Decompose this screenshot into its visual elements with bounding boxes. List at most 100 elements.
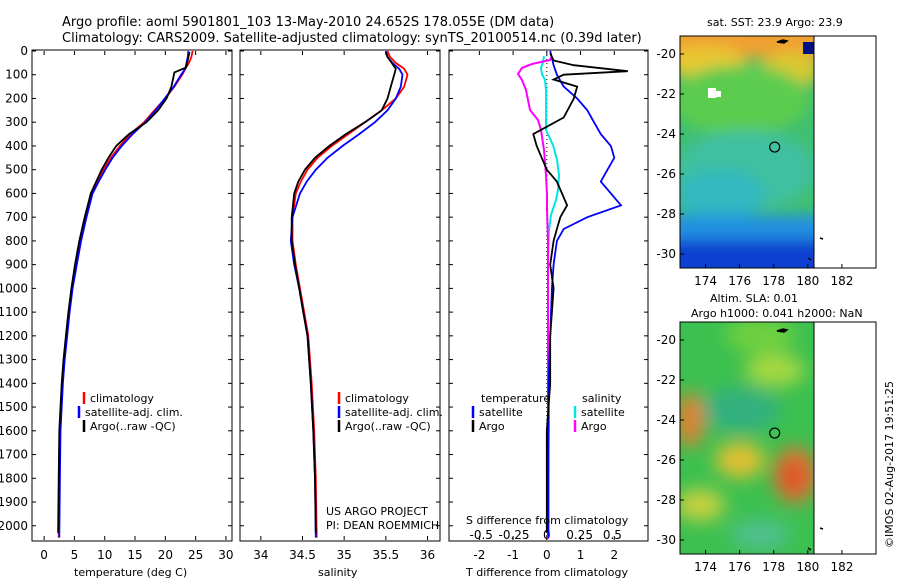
depth-tick-label: 1900 <box>0 495 28 509</box>
series-argo-raw-qc- <box>57 51 191 533</box>
panel-side-ticks <box>32 50 648 527</box>
salinity-panel-frame <box>239 49 441 542</box>
map-y-tick-label: -30 <box>656 533 676 547</box>
legend-label-s-satellite: satellite <box>581 406 625 419</box>
x-tick-label: 20 <box>158 548 173 562</box>
sla-teal <box>700 388 780 432</box>
sst-heatmap <box>680 36 814 268</box>
x-tick-label: 10 <box>97 548 112 562</box>
series-satellite-adj-clim- <box>58 50 190 538</box>
map-x-tick-label: 174 <box>694 560 717 574</box>
legend-label-satellite: satellite-adj. clim. <box>85 406 183 419</box>
depth-tick-label: 900 <box>5 258 28 272</box>
sla-light-green <box>725 322 795 353</box>
x-tick-label: 5 <box>71 548 79 562</box>
salinity-x-axis: 34 34.5 35 35.5 36 <box>253 51 435 562</box>
sla-yellow-green <box>745 354 805 386</box>
map-x-tick-label: 180 <box>796 560 819 574</box>
sla-orange <box>680 392 704 448</box>
sst-dark-cell <box>803 42 814 54</box>
sla-yellow-green <box>680 489 725 521</box>
legend-title-temperature: temperature <box>481 392 550 405</box>
depth-tick-label: 1300 <box>0 353 28 367</box>
t-difference-x-axis: -2 -1 0 1 2 <box>473 51 618 562</box>
sst-profile-location-marker <box>769 141 781 153</box>
map-y-tick-label: -22 <box>656 373 676 387</box>
map-y-tick-label: -20 <box>656 47 676 61</box>
x-tick-label: 2 <box>610 548 618 562</box>
series-t-argo <box>532 53 628 533</box>
depth-tick-label: 1400 <box>0 376 28 390</box>
island-outline <box>776 39 824 261</box>
depth-tick-label: 200 <box>5 91 28 105</box>
salinity-series <box>289 50 409 538</box>
depth-tick-label: 500 <box>5 163 28 177</box>
depth-tick-label: 1600 <box>0 424 28 438</box>
depth-tick-label: 1700 <box>0 448 28 462</box>
depth-tick-label: 1000 <box>0 281 28 295</box>
map-y-tick-label: -28 <box>656 207 676 221</box>
sst-green-patch <box>680 65 810 135</box>
sst-map-extent-frame <box>813 35 877 269</box>
salinity-axis-label: salinity <box>318 566 358 579</box>
depth-tick-label: 300 <box>5 115 28 129</box>
x-tick-label: -1 <box>507 548 519 562</box>
s-difference-axis: -0.5-0.2500.250.5 <box>470 528 622 542</box>
project-name: US ARGO PROJECT <box>326 505 428 518</box>
sst-map-axes: 174 176 178 180 182 -20 -22 -24 -26 -28 -30 <box>656 47 853 288</box>
map-x-tick-label: 176 <box>728 274 751 288</box>
sla-map-title-line1: Altim. SLA: 0.01 <box>710 292 798 305</box>
project-pi: PI: DEAN ROEMMICH <box>326 519 439 532</box>
map-y-tick-label: -30 <box>656 247 676 261</box>
x-tick-label: 35.5 <box>372 548 399 562</box>
s-difference-axis-label: S difference from climatology <box>466 514 629 527</box>
x-tick-label: -2 <box>473 548 485 562</box>
map-x-tick-label: 178 <box>762 274 785 288</box>
depth-tick-label: 1100 <box>0 305 28 319</box>
s-tick-label: 0.25 <box>566 528 593 542</box>
sst-deep-blue-band <box>680 240 814 268</box>
sst-missing-cell <box>708 88 716 98</box>
sst-missing-cell <box>713 91 721 97</box>
x-tick-label: 36 <box>420 548 435 562</box>
s-tick-label: 0.5 <box>603 528 622 542</box>
sla-map-extent-frame <box>813 321 877 555</box>
series-climatology <box>57 50 194 538</box>
difference-panel-frame <box>448 49 649 542</box>
depth-tick-label: 1800 <box>0 471 28 485</box>
x-tick-label: 0 <box>543 548 551 562</box>
depth-tick-label: 100 <box>5 68 28 82</box>
legend-label-argo: Argo(..raw -QC) <box>345 420 431 433</box>
map-x-tick-label: 176 <box>728 560 751 574</box>
series-t-satellite <box>547 50 623 538</box>
legend-label-t-argo: Argo <box>479 420 505 433</box>
map-x-tick-label: 174 <box>694 274 717 288</box>
map-y-tick-label: -28 <box>656 493 676 507</box>
x-tick-label: 35 <box>337 548 352 562</box>
depth-tick-label: 400 <box>5 139 28 153</box>
sst-cyan-patch <box>680 170 765 220</box>
depth-tick-label: 1500 <box>0 400 28 414</box>
legend-label-climatology: climatology <box>90 392 154 405</box>
sla-teal <box>730 520 790 550</box>
temperature-axis-label: temperature (deg C) <box>74 566 187 579</box>
map-x-tick-label: 182 <box>830 274 853 288</box>
x-tick-label: 15 <box>127 548 142 562</box>
sla-map-axes: 174 176 178 180 182 -20 -22 -24 -26 -28 -30 <box>656 333 853 574</box>
depth-tick-label: 1200 <box>0 329 28 343</box>
map-x-tick-label: 182 <box>830 560 853 574</box>
series-satellite-adj-clim- <box>289 50 404 538</box>
x-tick-label: 30 <box>218 548 233 562</box>
series-s-argo <box>516 55 553 539</box>
depth-axis: 0 100 200 300 400 500 600 700 800 900 1000 1100 1200… <box>0 44 28 533</box>
legend-label-argo: Argo(..raw -QC) <box>90 420 176 433</box>
map-y-tick-label: -26 <box>656 453 676 467</box>
x-tick-label: 34.5 <box>289 548 316 562</box>
x-tick-label: 0 <box>40 548 48 562</box>
legend-label-climatology: climatology <box>345 392 409 405</box>
depth-tick-label: 2000 <box>0 519 28 533</box>
depth-tick-label: 700 <box>5 210 28 224</box>
temperature-series <box>57 50 194 538</box>
legend-label-s-argo: Argo <box>581 420 607 433</box>
